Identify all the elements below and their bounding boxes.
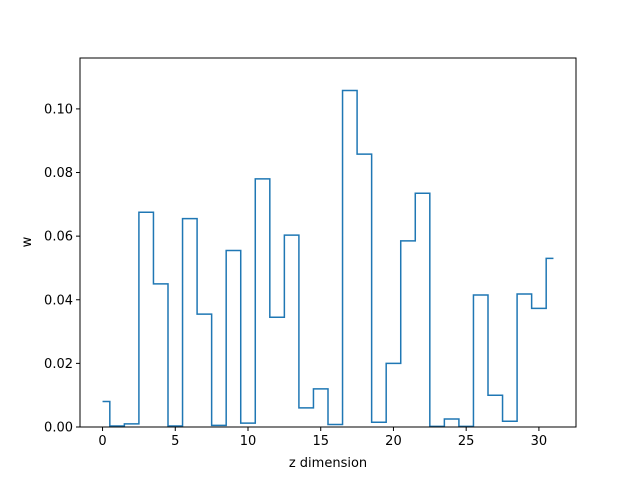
x-axis-ticks: 0 5 10 15 20 25 30 bbox=[98, 427, 547, 449]
plot-area bbox=[80, 58, 576, 427]
y-tick-label: 0.06 bbox=[44, 230, 73, 245]
x-tick-label: 5 bbox=[171, 434, 179, 449]
y-tick-label: 0.04 bbox=[44, 293, 73, 308]
series-line-0 bbox=[102, 89, 554, 428]
x-tick-label: 10 bbox=[240, 434, 257, 449]
y-axis-label: w bbox=[20, 236, 35, 247]
x-tick-label: 20 bbox=[385, 434, 402, 449]
y-tick-label: 0.10 bbox=[44, 102, 73, 117]
x-tick-label: 15 bbox=[312, 434, 329, 449]
y-tick-label: 0.08 bbox=[44, 166, 73, 181]
y-axis-ticks: 0.00 0.02 0.04 0.06 0.08 0.10 bbox=[44, 102, 80, 436]
y-tick-label: 0.02 bbox=[44, 357, 73, 372]
plot-frame bbox=[79, 57, 577, 428]
x-tick-label: 0 bbox=[98, 434, 106, 449]
series-layer bbox=[102, 89, 554, 428]
y-tick-label: 0.00 bbox=[44, 421, 73, 436]
x-tick-label: 25 bbox=[458, 434, 475, 449]
x-tick-label: 30 bbox=[531, 434, 548, 449]
x-axis-label: z dimension bbox=[289, 456, 367, 471]
